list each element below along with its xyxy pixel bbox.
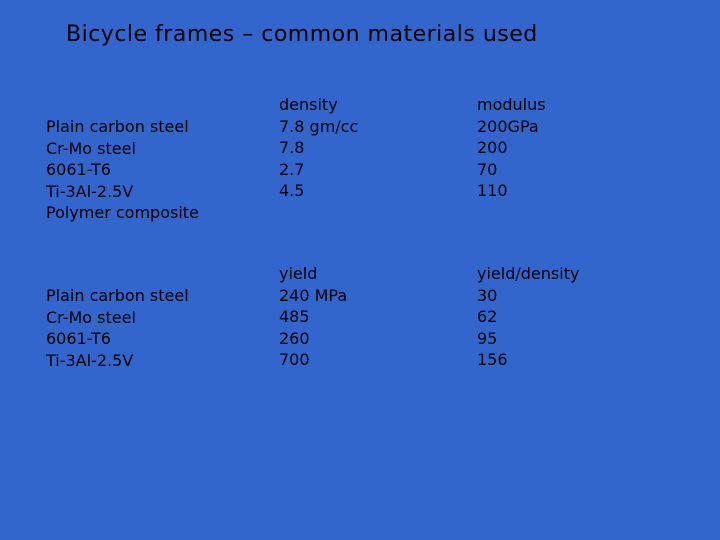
modulus-column: modulus 200GPa 200 70 110 [477,94,546,202]
yield-value: 485 [279,307,310,327]
yield-density-value: 95 [477,328,498,348]
density-value: 2.7 [279,159,305,179]
density-value: 7.8 [279,138,305,158]
materials-column-2: Plain carbon steel Cr-Mo steel 6061-T6 T… [46,285,189,371]
density-value: 7.8 gm/cc [279,116,359,136]
material-name: Ti-3Al-2.5V [46,350,134,370]
material-name: 6061-T6 [46,160,111,180]
column-header-yield: yield [279,264,318,283]
yield-density-value: 156 [477,350,508,370]
material-name: Plain carbon steel [46,286,189,305]
density-column: density 7.8 gm/cc 7.8 2.7 4.5 [279,94,358,202]
modulus-value: 110 [477,181,508,201]
yield-value: 240 MPa [279,285,348,305]
materials-column-1: Plain carbon steel Cr-Mo steel 6061-T6 T… [46,116,199,224]
column-header-density: density [279,95,338,114]
modulus-value: 70 [477,159,498,179]
modulus-value: 200 [477,138,508,158]
yield-value: 260 [279,328,310,348]
material-name: Cr-Mo steel [46,307,136,327]
column-header-modulus: modulus [477,95,546,114]
density-value: 4.5 [279,181,305,201]
yield-density-value: 30 [477,285,498,305]
column-header-yield-density: yield/density [477,264,580,283]
modulus-value: 200GPa [477,116,539,136]
slide-title: Bicycle frames – common materials used [66,22,538,47]
yield-value: 700 [279,350,310,370]
material-name: Ti-3Al-2.5V [46,181,134,201]
yield-density-column: yield/density 30 62 95 156 [477,263,579,371]
yield-column: yield 240 MPa 485 260 700 [279,263,347,371]
yield-density-value: 62 [477,307,498,327]
material-name: 6061-T6 [46,329,111,349]
material-name: Plain carbon steel [46,117,189,136]
material-name: Cr-Mo steel [46,138,136,158]
material-name: Polymer composite [46,203,199,223]
